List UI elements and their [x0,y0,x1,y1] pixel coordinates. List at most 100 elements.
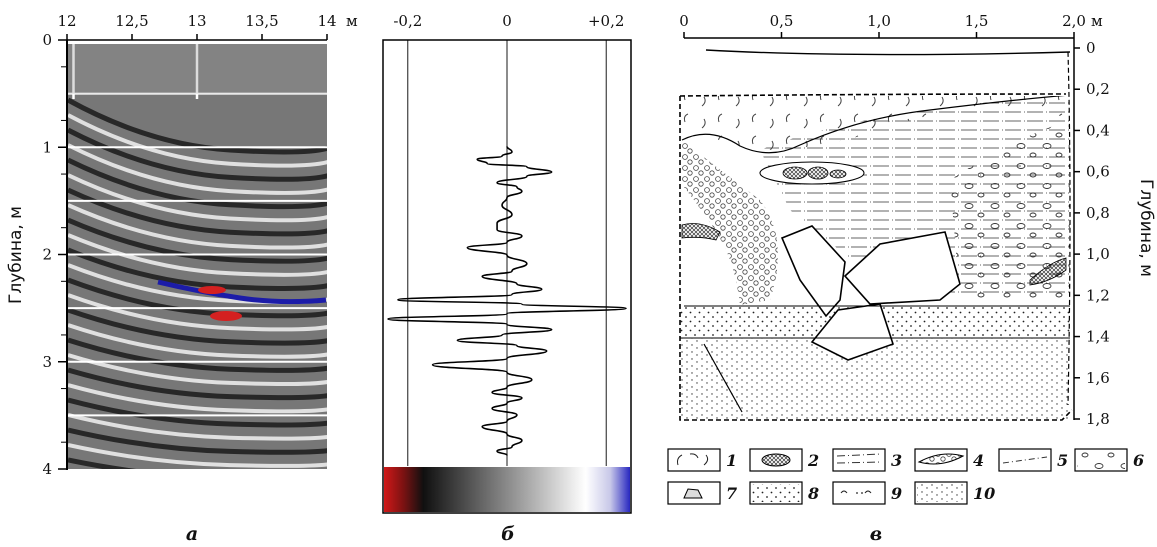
v-y-tick-label: 1,0 [1086,245,1110,263]
legend-item: 4 [914,448,984,472]
colorbar [384,467,630,512]
legend-label: 2 [807,451,819,470]
legend-glyph-crosshatch [761,453,791,467]
reflection-band [68,413,327,441]
reflection-band [68,247,327,291]
legend-glyph-boulder [683,488,703,499]
reflection-band [68,173,327,223]
reflection-band [68,475,330,493]
v-y-tick-label: 0,2 [1086,80,1110,98]
reflection-band [68,293,327,332]
legend-item: 6 [1074,448,1144,472]
boulder-2 [843,231,961,305]
caption-v: в [870,523,882,545]
a-y-tick-label: 4 [42,460,52,478]
reflection-band [68,337,327,373]
fracture [703,343,743,413]
legend-label: 5 [1057,451,1068,470]
v-ticks: 0 0,5 1,0 1,5 2,000,20,40,60,81,01,21,41,61,… [679,12,1110,428]
legend-glyph-arcs [677,453,709,466]
legend-label: 4 [973,451,984,470]
b-x-tick-label: +0,2 [588,12,624,30]
a-y-tick-label: 3 [42,353,52,371]
reflection-band [68,113,327,168]
unit-arcs [682,96,1070,150]
caption-a: а [186,523,198,545]
legend-item: 7 [667,481,737,505]
lens-crosshatch-3 [829,169,847,179]
a-y-label: Глубина, м [6,206,26,304]
v-y-tick-label: 0,4 [1086,121,1110,139]
radargram-reflections [68,97,330,493]
reflection-band [68,397,327,428]
b-x-tick-label: 0 [502,12,512,30]
reflection-band [68,367,327,401]
legend-glyph-line [1002,456,1048,464]
a-x-tick-label: 13 [187,12,206,30]
legend-glyph-dot [861,492,863,494]
legend-swatch [832,448,886,472]
legend-label: 10 [973,484,995,503]
reflection-band [68,443,327,468]
panel-b-trace: -0,2 0 +0,2 б [382,12,632,545]
v-y-tick-label: 1,2 [1086,286,1110,304]
a-x-unit: м [346,12,358,30]
unit-gravel [682,140,778,305]
v-x-tick-label: 1,0 [867,12,891,30]
trace-curve [387,146,627,456]
legend: 1 2 3 4 5 6 7 8 9 10 [667,448,1144,505]
reflection-band [68,157,327,210]
lens-crosshatch-1 [782,166,808,180]
legend-label: 3 [891,451,902,470]
legend-glyph-waves [840,490,872,494]
v-x-unit: м [1091,12,1103,30]
legend-glyph-dot [856,492,858,494]
b-ticks: -0,2 0 +0,2 [393,12,624,30]
legend-label: 8 [807,484,819,503]
reflection-band [68,143,327,195]
reflection-band [68,353,327,387]
v-y-tick-label: 0,6 [1086,163,1110,181]
legend-item: 10 [914,481,995,505]
v-x-tick-label: 0 [679,12,689,30]
boulder-3 [810,303,895,361]
section-body [680,96,1071,420]
reflection-band [68,307,327,346]
reflection-band [68,187,327,237]
legend-glyph-dots [752,484,800,502]
v-x-tick-label: 2,0 [1062,12,1086,30]
a-x-tick-label: 12 [57,12,76,30]
contact-upper [681,96,1066,154]
section-top [679,93,1067,97]
v-x-tick-label: 1,5 [965,12,989,30]
radargram-anomalies [157,279,327,321]
b-x-tick-label: -0,2 [393,12,422,30]
v-y-tick-label: 0 [1086,39,1096,57]
unit-ovals [950,120,1070,300]
lens-right [1029,257,1067,286]
legend-label: 6 [1133,451,1144,470]
legend-item: 9 [832,481,902,505]
reflection-band [68,127,327,182]
v-y-tick-label: 1,4 [1086,328,1110,346]
caption-b: б [501,523,515,545]
a-y-tick-label: 0 [42,31,52,49]
legend-item: 2 [749,448,819,472]
radargram-gridlines [68,44,327,417]
reflection-band [68,203,327,250]
a-top-shade [68,44,327,94]
legend-label: 7 [726,484,737,503]
v-y-tick-label: 1,6 [1086,369,1110,387]
legend-swatch [667,448,721,472]
legend-glyph-lines [836,453,882,464]
lens-crosshatch-2 [807,166,829,180]
legend-glyph-ovals [1077,451,1125,469]
legend-glyph-fine-dots [917,484,965,502]
a-x-tick-label: 14 [317,12,336,30]
v-y-tick-label: 1,8 [1086,410,1110,428]
v-y-tick-label: 0,8 [1086,204,1110,222]
legend-label: 1 [726,451,737,470]
